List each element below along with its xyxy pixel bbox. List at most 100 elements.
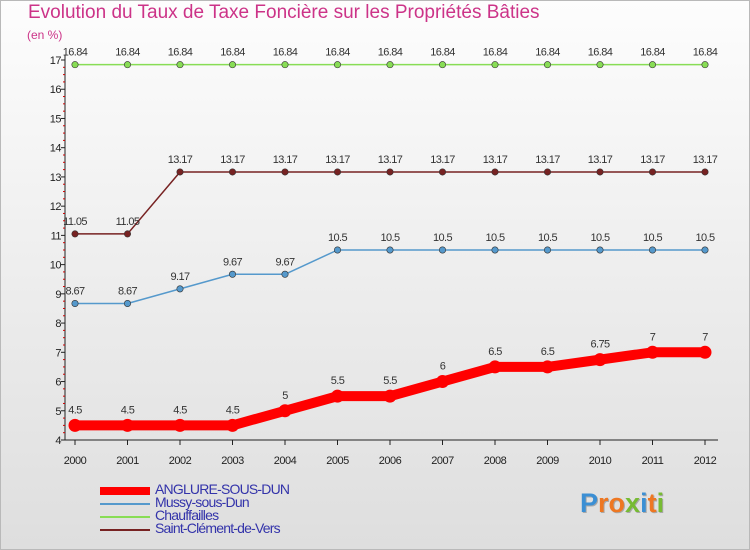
y-tick-label: 16 [50,84,62,96]
data-label: 6.75 [590,339,609,351]
data-point [646,345,659,359]
data-label: 10.5 [485,232,504,244]
data-label: 8.67 [65,285,84,297]
data-point [543,246,551,254]
data-label: 8.67 [118,285,137,297]
data-point [278,404,292,418]
data-label: 16.84 [273,47,298,59]
data-point [331,389,344,403]
legend-label-mussy: Mussy-sous-Dun [155,494,250,510]
data-label: 16.84 [640,47,665,59]
data-label: 13.17 [168,154,193,166]
data-label: 5.5 [383,375,397,387]
data-point [71,61,79,69]
value-labels: 8.67 8.67 9.17 9.67 9.67 10.5 10.5 10.5 10.5 10.5… [63,47,719,417]
data-point [176,285,184,293]
data-label: 16.84 [168,47,193,59]
data-point [593,353,607,367]
data-label: 13.17 [483,154,508,166]
chart-axes: 4 5 6 7 8 9 10 11 12 13 14 15 16 17 2000 2001 2002 2003 20… [50,55,718,467]
data-label: 16.84 [63,47,88,59]
data-label: 11.05 [63,216,87,228]
data-point [229,61,237,69]
y-tick-label: 8 [55,318,61,330]
data-point [176,61,184,69]
logo-letter: r [598,488,609,518]
data-point [71,230,79,238]
data-label: 4.5 [68,404,82,416]
data-point [438,246,446,254]
data-label: 16.84 [378,47,403,59]
x-tick-label: 2000 [64,455,87,467]
data-point [226,418,239,432]
data-point [648,168,656,176]
data-point [281,61,289,69]
data-point [436,375,449,389]
data-point [596,246,604,254]
data-point [596,168,604,176]
data-point [229,270,237,278]
x-tick-label: 2002 [169,455,192,467]
data-point [386,168,394,176]
data-point [281,270,289,278]
data-point [176,168,184,176]
data-label: 4.5 [226,404,240,416]
data-point [438,168,446,176]
y-tick-label: 5 [55,406,61,418]
y-tick-label: 10 [50,260,62,272]
y-tick-label: 11 [51,230,62,242]
data-label: 13.17 [325,154,350,166]
x-tick-label: 2009 [536,455,559,467]
data-label: 16.84 [430,47,455,59]
data-label: 13.17 [273,154,298,166]
x-tick-label: 2007 [431,455,454,467]
data-label: 9.67 [223,256,242,268]
x-tick-label: 2008 [484,455,507,467]
data-label: 9.17 [170,271,189,283]
data-point [333,168,341,176]
y-tick-label: 14 [50,143,62,155]
data-point [124,61,132,69]
data-point [648,61,656,69]
data-label: 10.5 [433,232,452,244]
data-point [488,360,502,374]
chart-series [68,61,712,432]
unit-label: (en %) [27,28,63,42]
proxiti-logo: Proxiti [580,488,664,519]
data-point [543,61,551,69]
data-label: 10.5 [328,232,347,244]
data-label: 6.5 [541,346,555,358]
data-label: 13.17 [640,154,665,166]
legend-swatch-chauffailles [100,516,150,518]
data-label: 10.5 [538,232,557,244]
data-point [68,418,82,432]
data-label: 16.84 [220,47,245,59]
data-label: 13.17 [430,154,455,166]
data-point [71,299,79,307]
data-point [124,230,132,238]
data-label: 16.84 [325,47,350,59]
data-point [124,299,132,307]
data-point [491,61,499,69]
logo-letter: x [625,488,641,518]
data-label: 16.84 [588,47,613,59]
data-label: 11.05 [116,216,140,228]
data-point [386,246,394,254]
data-label: 16.84 [115,47,140,59]
x-tick-label: 2006 [379,455,402,467]
legend-swatch-anglure [100,487,150,495]
data-label: 13.17 [220,154,245,166]
data-label: 10.5 [380,232,399,244]
x-tick-label: 2003 [221,455,244,467]
legend-label-anglure: ANGLURE-SOUS-DUN [155,481,290,497]
data-point [121,418,134,432]
x-tick-label: 2011 [642,455,664,467]
chart-title: Evolution du Taux de Taxe Foncière sur l… [28,2,540,23]
y-tick-label: 9 [55,289,61,301]
data-label: 4.5 [173,404,187,416]
data-point [491,168,499,176]
data-label: 5.5 [331,375,345,387]
logo-letter: t [647,488,657,518]
